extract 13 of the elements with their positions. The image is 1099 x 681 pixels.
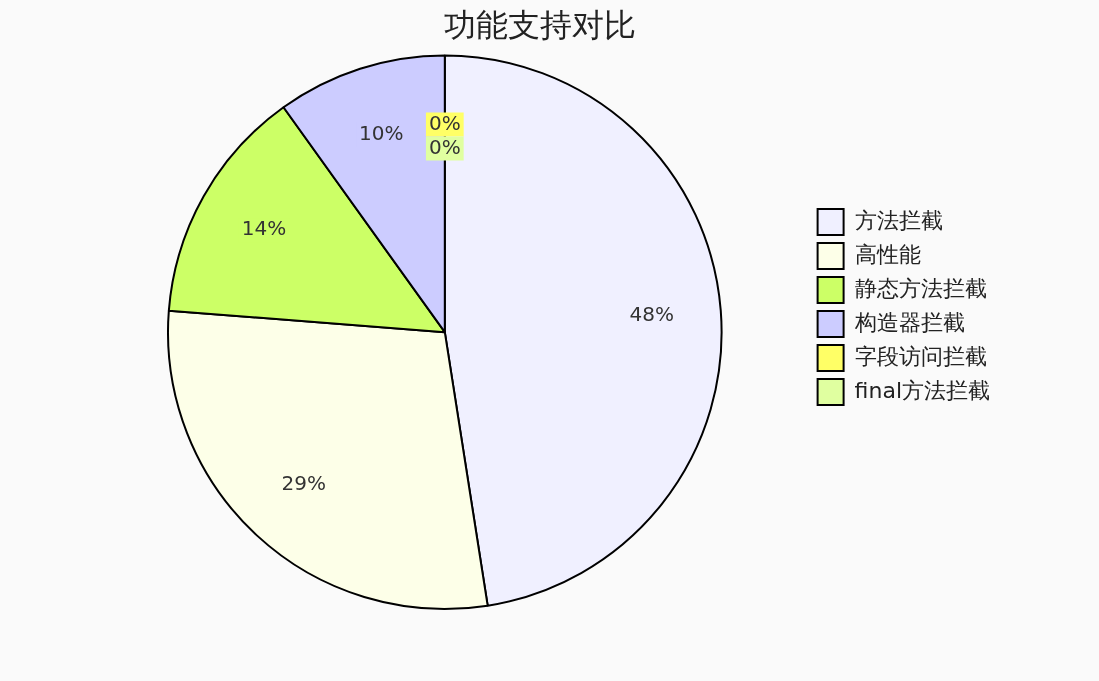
legend-label: 构造器拦截 (853, 309, 965, 335)
text: 0% (428, 134, 461, 159)
data-label: 14% (241, 216, 287, 241)
legend-label: 方法拦截 (854, 207, 943, 233)
data-label: 29% (281, 470, 327, 495)
chart-title: 功能支持对比 (444, 5, 636, 44)
legend-label: 字段访问拦截 (854, 343, 987, 369)
text: 0% (428, 110, 461, 135)
data-label: 10% (359, 120, 404, 145)
legend-label: 高性能 (854, 241, 921, 267)
data-label: 48% (629, 302, 674, 327)
legend-label: 静态方法拦截 (854, 275, 987, 301)
legend-label: final方法拦截 (854, 377, 991, 403)
